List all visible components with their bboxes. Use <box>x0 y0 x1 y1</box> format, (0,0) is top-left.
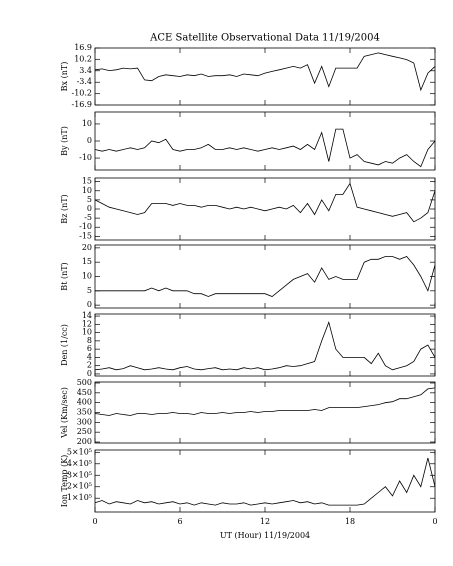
panel-frame <box>94 381 436 444</box>
y-tick-label: -10 <box>79 153 92 162</box>
y-tick-label: 0 <box>87 136 92 145</box>
y-tick-label: 1×10⁵ <box>67 493 92 502</box>
panel-frame <box>94 177 436 241</box>
y-tick-label: -16.9 <box>71 100 92 109</box>
x-tick-label: 6 <box>177 517 182 526</box>
y-tick-label: -10 <box>79 222 92 231</box>
y-tick-label: -5 <box>84 213 92 222</box>
y-tick-label: 14 <box>82 311 92 320</box>
y-axis-label: By (nT) <box>60 126 69 156</box>
y-tick-label: 2 <box>87 361 92 370</box>
y-tick-label: 250 <box>77 427 92 436</box>
data-line <box>94 52 436 92</box>
y-tick-label: 10 <box>82 328 92 337</box>
y-tick-label: 0 <box>87 369 92 378</box>
y-tick-label: 450 <box>77 388 92 397</box>
y-tick-label: 10.2 <box>74 54 92 63</box>
panel-frame <box>94 313 436 377</box>
y-axis-label: Bt (nT) <box>60 262 69 290</box>
y-tick-label: 350 <box>77 408 92 417</box>
data-line <box>94 387 436 416</box>
data-line <box>94 457 436 506</box>
y-tick-label: 3.4 <box>79 66 92 75</box>
y-axis-label: Den (1/cc) <box>60 324 69 366</box>
y-tick-label: 500 <box>77 378 92 387</box>
panel-frame <box>94 244 436 309</box>
y-tick-label: 10 <box>82 186 92 195</box>
y-tick-label: -10.2 <box>71 89 92 98</box>
data-line <box>95 256 436 297</box>
y-tick-label: 0 <box>87 300 92 309</box>
x-tick-label: 12 <box>260 517 270 526</box>
y-tick-label: 10 <box>82 119 92 128</box>
panel-frame <box>94 47 436 106</box>
y-tick-label: 300 <box>77 417 92 426</box>
y-tick-label: 8 <box>87 336 92 345</box>
y-tick-label: 6 <box>87 344 92 353</box>
y-axis-label: Ion Temp (K) <box>60 455 69 508</box>
y-tick-label: 0 <box>87 204 92 213</box>
chart-title: ACE Satellite Observational Data 11/19/2… <box>149 33 380 44</box>
y-axis-label: Bz (nT) <box>60 194 69 223</box>
y-tick-label: 20 <box>82 243 92 252</box>
y-axis-label: Bx (nT) <box>60 62 69 92</box>
panel-frame <box>94 111 436 171</box>
data-line <box>94 128 436 168</box>
data-line <box>94 182 436 223</box>
x-axis-label: UT (Hour) 11/19/2004 <box>220 531 310 540</box>
x-tick-label: 18 <box>345 517 355 526</box>
y-tick-label: 4 <box>87 352 92 361</box>
x-tick-label: 0 <box>432 517 437 526</box>
y-tick-label: 12 <box>82 319 92 328</box>
y-tick-label: 15 <box>82 177 92 186</box>
y-tick-label: 4×10⁵ <box>67 459 92 468</box>
y-tick-label: 5 <box>87 195 92 204</box>
y-tick-label: -3.4 <box>77 77 92 86</box>
y-tick-label: 15 <box>82 257 92 266</box>
y-tick-label: 400 <box>77 398 92 407</box>
y-tick-label: 5 <box>87 286 92 295</box>
y-tick-label: 200 <box>77 437 92 446</box>
y-tick-label: 2×10⁵ <box>67 482 92 491</box>
y-tick-label: 16.9 <box>74 43 92 52</box>
y-tick-label: -15 <box>79 231 92 240</box>
y-tick-label: 3×10⁵ <box>67 470 92 479</box>
y-tick-label: 5×10⁵ <box>67 447 92 456</box>
y-tick-label: 10 <box>82 272 92 281</box>
data-line <box>94 320 436 371</box>
x-tick-label: 0 <box>92 517 97 526</box>
y-axis-label: Vel (Km/sec) <box>60 387 69 439</box>
